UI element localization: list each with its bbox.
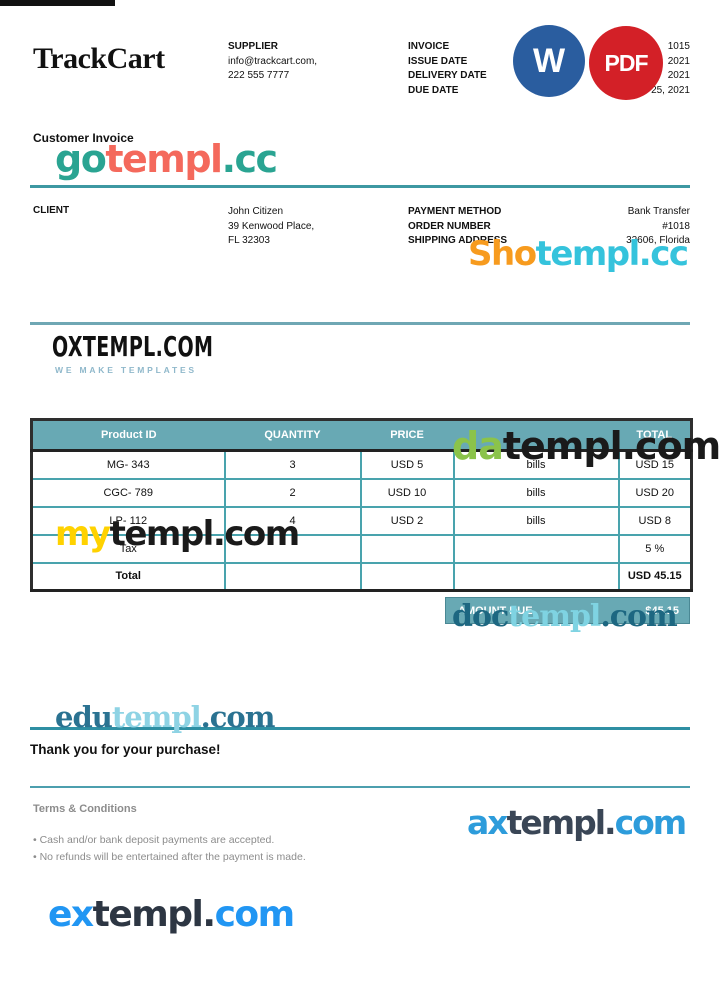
supplier-email: info@trackcart.com,: [228, 55, 318, 67]
divider-line: [30, 727, 690, 730]
watermark-edutempl: edutempl.com: [55, 700, 275, 734]
terms-item: • No refunds will be entertained after t…: [33, 851, 306, 863]
brand-tagline: WE MAKE TEMPLATES: [55, 365, 197, 375]
watermark-axtempl: axtempl.com: [467, 803, 687, 842]
client-name: John Citizen: [228, 206, 284, 217]
terms-list: • Cash and/or bank deposit payments are …: [33, 832, 306, 866]
payment-meta-labels: PAYMENT METHOD ORDER NUMBER SHIPPING ADD…: [408, 205, 507, 249]
watermark-doctempl: doctempl.com: [452, 599, 678, 634]
client-label: CLIENT: [33, 205, 70, 216]
top-border-fragment: [0, 0, 115, 6]
thank-you-text: Thank you for your purchase!: [30, 742, 221, 757]
document-title: Customer Invoice: [33, 131, 134, 145]
watermark-extempl: extempl.com: [48, 894, 295, 935]
col-product-id: Product ID: [31, 419, 225, 452]
col-total: TOTAL: [618, 419, 692, 452]
issue-date-value: 2021: [667, 55, 690, 67]
watermark-datempl: datempl.com: [452, 424, 720, 468]
watermark-gotempl: gotempl.cc: [55, 137, 278, 181]
tax-row: Tax 5 %: [30, 533, 693, 564]
client-address-block: John Citizen 39 Kenwood Place, FL 32303: [228, 205, 314, 249]
due-date-label: DUE DATE: [408, 84, 459, 96]
delivery-date-value: 2021: [667, 70, 690, 81]
total-row: Total USD 45.15: [30, 561, 693, 592]
shipping-address-label: SHIPPING ADDRESS: [408, 235, 508, 246]
table-header-row: Product ID QUANTITY PRICE TOTAL: [31, 419, 692, 452]
supplier-label: SUPPLIER: [228, 41, 279, 52]
order-number-label: ORDER NUMBER: [408, 220, 491, 232]
watermark-shotempl: Shotempl.cc: [468, 234, 689, 274]
invoice-label: INVOICE: [408, 41, 450, 52]
divider-line: [30, 786, 690, 788]
due-date-value: 25, 2021: [651, 84, 690, 96]
divider-line: [30, 322, 690, 325]
col-price: PRICE: [360, 419, 454, 452]
invoice-number-value: 1015: [667, 41, 690, 52]
payment-method-value: Bank Transfer: [627, 206, 690, 217]
word-file-icon: W: [513, 25, 585, 97]
terms-title: Terms & Conditions: [33, 803, 137, 815]
divider-line: [30, 185, 690, 188]
payment-meta-values: Bank Transfer #1018 32606, Florida: [626, 205, 690, 249]
delivery-date-label: DELIVERY DATE: [408, 70, 487, 81]
company-logo-text: TrackCart: [33, 42, 165, 75]
amount-due-bar: AMOUNT DUE $45.15: [445, 597, 690, 624]
amount-due-value: $45.15: [645, 604, 679, 617]
amount-due-label: AMOUNT DUE: [458, 604, 533, 617]
issue-date-label: ISSUE DATE: [408, 55, 468, 67]
shipping-address-value: 32606, Florida: [626, 235, 690, 246]
supplier-block: SUPPLIER info@trackcart.com, 222 555 777…: [228, 40, 317, 84]
table-row: LP- 112 4 USD 2 bills USD 8: [30, 505, 693, 536]
col-blank: [453, 419, 619, 452]
invoice-meta-values: 1015 2021 2021 25, 2021: [651, 40, 690, 98]
invoice-meta-labels: INVOICE ISSUE DATE DELIVERY DATE DUE DAT…: [408, 40, 487, 98]
client-street: 39 Kenwood Place,: [228, 220, 315, 232]
terms-item: • Cash and/or bank deposit payments are …: [33, 834, 275, 846]
client-city: FL 32303: [228, 235, 270, 246]
pdf-file-icon: PDF: [589, 26, 663, 100]
items-table: Product ID QUANTITY PRICE TOTAL MG- 343 3…: [30, 418, 693, 592]
brand-logo-text: OXTEMPL.COM: [52, 330, 214, 363]
supplier-phone: 222 555 7777: [228, 70, 290, 81]
table-row: MG- 343 3 USD 5 bills USD 15: [30, 449, 693, 480]
table-row: CGC- 789 2 USD 10 bills USD 20: [30, 477, 693, 508]
payment-method-label: PAYMENT METHOD: [408, 206, 502, 217]
col-quantity: QUANTITY: [224, 419, 361, 452]
order-number-value: #1018: [662, 220, 690, 232]
watermark-mytempl: mytempl.com: [55, 514, 300, 554]
